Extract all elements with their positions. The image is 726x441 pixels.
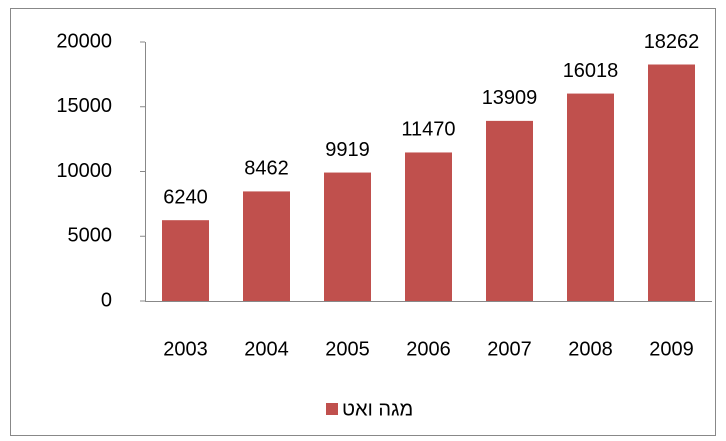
x-tick-label: 2004 xyxy=(244,338,289,360)
value-label: 6240 xyxy=(163,186,208,208)
x-tick-label: 2005 xyxy=(325,338,370,360)
x-tick-label: 2003 xyxy=(163,338,208,360)
x-tick-label: 2006 xyxy=(406,338,451,360)
bar xyxy=(648,64,695,301)
bar xyxy=(243,191,290,301)
x-tick-label: 2008 xyxy=(568,338,613,360)
x-tick-label: 2007 xyxy=(487,338,532,360)
value-label: 11470 xyxy=(401,119,455,141)
value-label: 16018 xyxy=(563,60,619,82)
y-tick-label: 5000 xyxy=(68,225,113,247)
y-tick-label: 10000 xyxy=(56,160,112,182)
value-label: 13909 xyxy=(482,87,538,109)
value-label: 18262 xyxy=(644,31,700,53)
bar xyxy=(567,93,614,302)
y-tick-label: 0 xyxy=(101,289,112,311)
bar xyxy=(324,172,371,301)
value-label: 8462 xyxy=(244,158,289,180)
legend-label: מגה ואט xyxy=(342,398,413,420)
y-tick-label: 20000 xyxy=(56,30,112,52)
bar xyxy=(405,152,452,301)
bar xyxy=(162,220,209,301)
x-tick-label: 2009 xyxy=(649,338,694,360)
value-label: 9919 xyxy=(325,139,370,161)
bar xyxy=(486,120,533,301)
y-tick-label: 15000 xyxy=(56,95,112,117)
legend-swatch xyxy=(326,403,338,415)
